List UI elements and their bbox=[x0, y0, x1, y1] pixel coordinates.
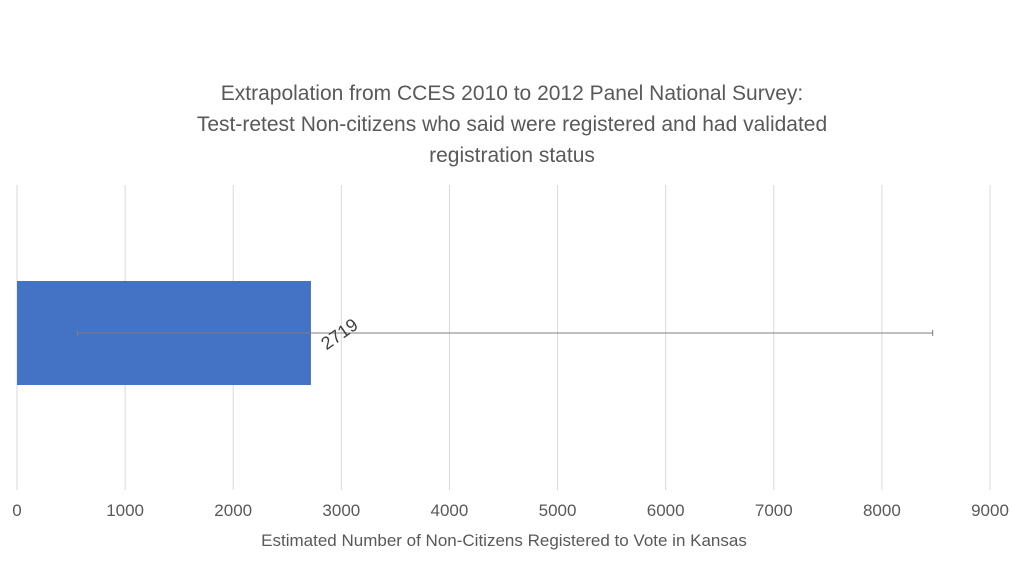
x-tick-label: 5000 bbox=[539, 501, 577, 520]
bar-data-label: 2719 bbox=[317, 314, 361, 353]
x-tick-label: 7000 bbox=[755, 501, 793, 520]
chart-title-line-3: registration status bbox=[429, 144, 595, 167]
x-tick-label: 0 bbox=[12, 501, 21, 520]
chart-title-line-1: Extrapolation from CCES 2010 to 2012 Pan… bbox=[220, 82, 804, 105]
x-tick-label: 3000 bbox=[322, 501, 360, 520]
x-tick-label: 9000 bbox=[971, 501, 1009, 520]
x-tick-label: 8000 bbox=[863, 501, 901, 520]
chart-title-line-2: Test-retest Non-citizens who said were r… bbox=[196, 113, 828, 136]
error-bars bbox=[77, 330, 934, 336]
x-tick-label: 6000 bbox=[647, 501, 685, 520]
x-axis-title: Estimated Number of Non-Citizens Registe… bbox=[261, 531, 747, 550]
data-labels: 2719 bbox=[317, 314, 361, 353]
x-tick-label: 1000 bbox=[106, 501, 144, 520]
chart-title: Extrapolation from CCES 2010 to 2012 Pan… bbox=[0, 78, 1024, 171]
x-tick-label: 4000 bbox=[431, 501, 469, 520]
x-axis-tick-labels: 0 1000 2000 3000 4000 5000 6000 7000 8000 9000 bbox=[12, 501, 1009, 520]
x-tick-label: 2000 bbox=[214, 501, 252, 520]
